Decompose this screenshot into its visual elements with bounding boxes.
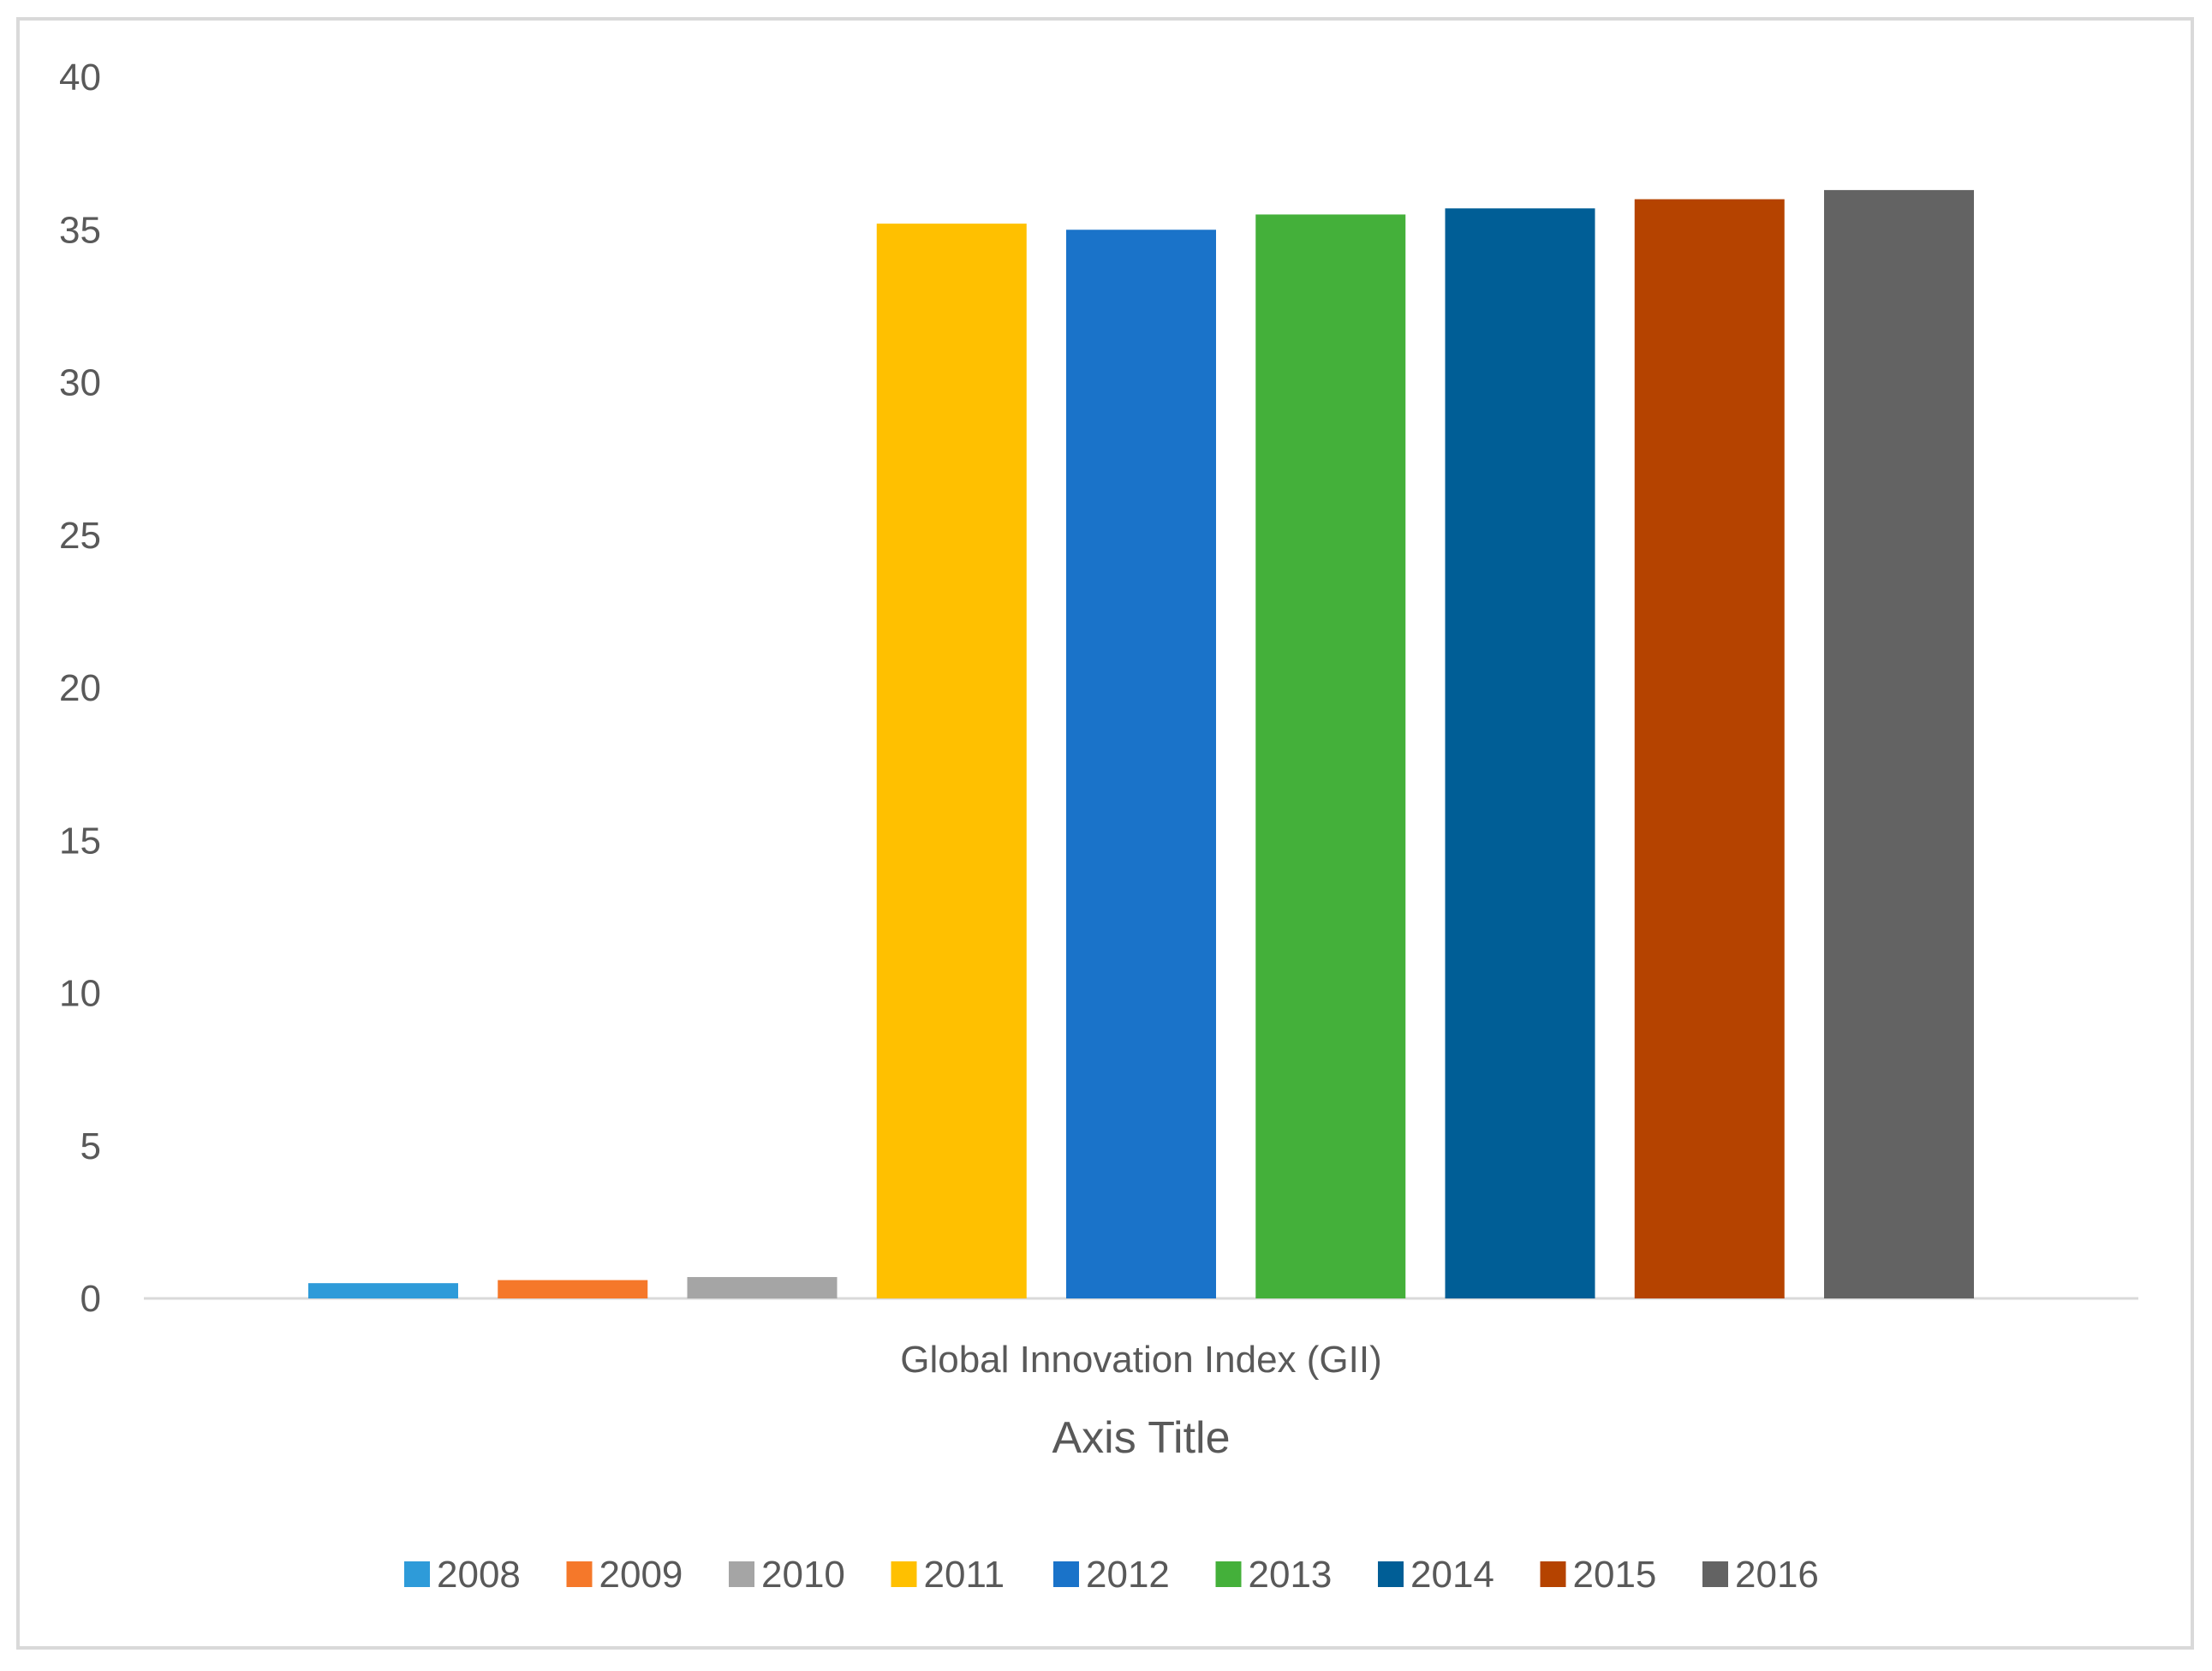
category-label: Global Innovation Index (GII): [900, 1339, 1382, 1381]
y-tick-label: 0: [80, 1278, 101, 1320]
legend: 2008 2009 2010 2011 2012 2013 2014 2015 2016: [404, 1554, 1819, 1596]
legend-label: 2014: [1410, 1554, 1494, 1596]
y-tick-label: 25: [59, 515, 101, 557]
bar-2016: [1824, 189, 1974, 1298]
legend-label: 2010: [761, 1554, 845, 1596]
y-tick-label: 30: [59, 362, 101, 404]
legend-item-2009: 2009: [566, 1554, 683, 1596]
y-axis-ticks: 0 5 10 15 20 25 30 35 40: [59, 57, 101, 1320]
legend-label: 2015: [1573, 1554, 1657, 1596]
legend-item-2013: 2013: [1215, 1554, 1333, 1596]
legend-label: 2012: [1086, 1554, 1170, 1596]
y-tick-label: 15: [59, 820, 101, 862]
legend-label: 2016: [1735, 1554, 1819, 1596]
y-tick-label: 40: [59, 57, 101, 98]
bar-2010: [687, 1277, 838, 1298]
legend-swatch: [1053, 1561, 1079, 1587]
y-tick-label: 35: [59, 209, 101, 251]
legend-item-2015: 2015: [1540, 1554, 1657, 1596]
bar-2011: [876, 224, 1027, 1298]
legend-item-2012: 2012: [1053, 1554, 1170, 1596]
legend-swatch: [1215, 1561, 1242, 1587]
legend-item-2008: 2008: [404, 1554, 521, 1596]
legend-item-2014: 2014: [1378, 1554, 1494, 1596]
legend-swatch: [729, 1561, 754, 1587]
legend-item-2016: 2016: [1702, 1554, 1819, 1596]
legend-label: 2009: [599, 1554, 683, 1596]
bar-2015: [1634, 199, 1785, 1299]
legend-swatch: [566, 1561, 593, 1587]
legend-swatch: [404, 1561, 430, 1587]
legend-label: 2011: [924, 1554, 1005, 1596]
legend-swatch: [1540, 1561, 1566, 1587]
legend-swatch: [1378, 1561, 1404, 1587]
legend-item-2010: 2010: [729, 1554, 845, 1596]
y-tick-label: 10: [59, 973, 101, 1015]
x-axis-title: Axis Title: [1052, 1413, 1230, 1463]
legend-item-2011: 2011: [891, 1554, 1005, 1596]
bar-2013: [1255, 214, 1406, 1298]
legend-label: 2008: [437, 1554, 521, 1596]
bar-2008: [308, 1283, 458, 1298]
legend-swatch: [1702, 1561, 1728, 1587]
legend-label: 2013: [1249, 1554, 1333, 1596]
y-tick-label: 20: [59, 667, 101, 709]
bar-2014: [1445, 208, 1595, 1298]
y-tick-label: 5: [80, 1125, 101, 1167]
bar-2012: [1066, 230, 1216, 1298]
bars: [308, 189, 1974, 1299]
legend-swatch: [891, 1561, 917, 1587]
bar-2009: [498, 1280, 648, 1298]
